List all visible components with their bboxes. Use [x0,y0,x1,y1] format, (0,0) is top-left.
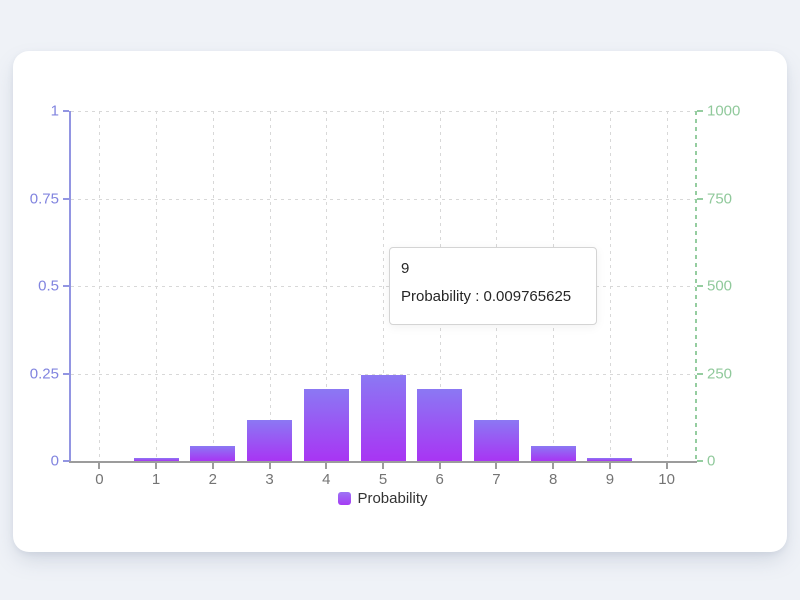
x-axis-tick [211,463,214,469]
legend-label: Probability [357,489,428,507]
y-axis-right-label: 500 [707,277,733,295]
y-axis-left-tick [63,460,69,462]
y-axis-left-tick [63,372,69,375]
plot-area: 0 0 0.25 250 0.5 500 0.75 750 1 1000 0 1 2 3 4 5 6 7 8 9 10 [30,103,741,489]
gridline-vertical [326,111,328,461]
x-axis-tick [665,463,668,469]
y-axis-right-label: 750 [707,190,733,207]
x-axis-label: 1 [151,471,161,488]
gridline-vertical [99,111,101,461]
y-axis-left-label: 0 [50,452,59,470]
bar-category-8[interactable] [530,445,576,461]
x-axis-label: 3 [265,471,274,488]
y-axis-right-line [695,111,697,461]
gridline-vertical [269,111,271,461]
tooltip-value: Probability : 0.009765625 [401,288,572,305]
x-axis-label: 6 [435,471,444,488]
tooltip-category: 9 [401,260,410,277]
bar-category-2[interactable] [190,445,236,461]
y-axis-left-tick [63,285,69,287]
x-axis-tick [155,463,158,469]
y-axis-left-tick [63,110,69,112]
y-axis-right-tick [697,197,703,200]
x-axis-line [69,461,697,463]
x-axis-tick [495,463,498,469]
x-axis-label: 5 [378,471,388,488]
y-axis-right-tick [697,285,703,287]
bar-category-6[interactable] [417,389,463,461]
bar-category-7[interactable] [473,419,519,461]
x-axis-label: 2 [208,471,217,488]
y-axis-left-tick [63,197,69,200]
legend-swatch-icon [338,491,352,505]
bar-category-4[interactable] [303,389,349,461]
y-axis-left-label: 0.75 [29,190,59,207]
y-axis-left-label: 0.5 [38,277,59,295]
x-axis-tick [268,463,271,469]
bar-category-5[interactable] [360,374,406,461]
x-axis-tick [552,463,555,469]
legend-item-probability[interactable]: Probability [71,489,695,507]
x-axis-tick [382,463,384,469]
y-axis-right-tick [697,372,703,375]
x-axis-label: 7 [492,471,501,488]
gridline-vertical [212,111,214,461]
x-axis-label: 4 [322,471,331,488]
x-axis-label: 8 [549,471,558,488]
y-axis-right-label: 1000 [707,102,741,120]
gridline-vertical [609,111,611,461]
x-axis-label: 10 [658,471,675,488]
bar-category-1[interactable] [133,457,179,461]
y-axis-left-line [69,111,71,461]
gridline-vertical [666,111,668,461]
x-axis-tick [438,463,441,469]
probability-bar-chart: 0 0 0.25 250 0.5 500 0.75 750 1 1000 0 1 2 3 4 5 6 7 8 9 10 … [13,51,787,552]
y-axis-right-label: 250 [707,365,733,382]
x-axis-label: 9 [605,471,615,488]
y-axis-right-tick [697,110,703,112]
x-axis-tick [325,463,328,469]
bar-category-9[interactable] [587,457,633,461]
y-axis-left-label: 0.25 [29,365,59,382]
chart-card: 0 0 0.25 250 0.5 500 0.75 750 1 1000 0 1 2 3 4 5 6 7 8 9 10 … [13,51,787,552]
bar-category-3[interactable] [247,419,293,461]
gridline-vertical [383,111,384,461]
gridline-vertical [156,111,158,461]
tooltip: 9 Probability : 0.009765625 [389,247,597,325]
y-axis-right-tick [697,460,703,462]
y-axis-left-label: 1 [50,102,59,120]
x-axis-tick [98,463,101,469]
x-axis-tick [608,463,611,469]
y-axis-right-label: 0 [707,452,716,470]
x-axis-label: 0 [95,471,104,488]
